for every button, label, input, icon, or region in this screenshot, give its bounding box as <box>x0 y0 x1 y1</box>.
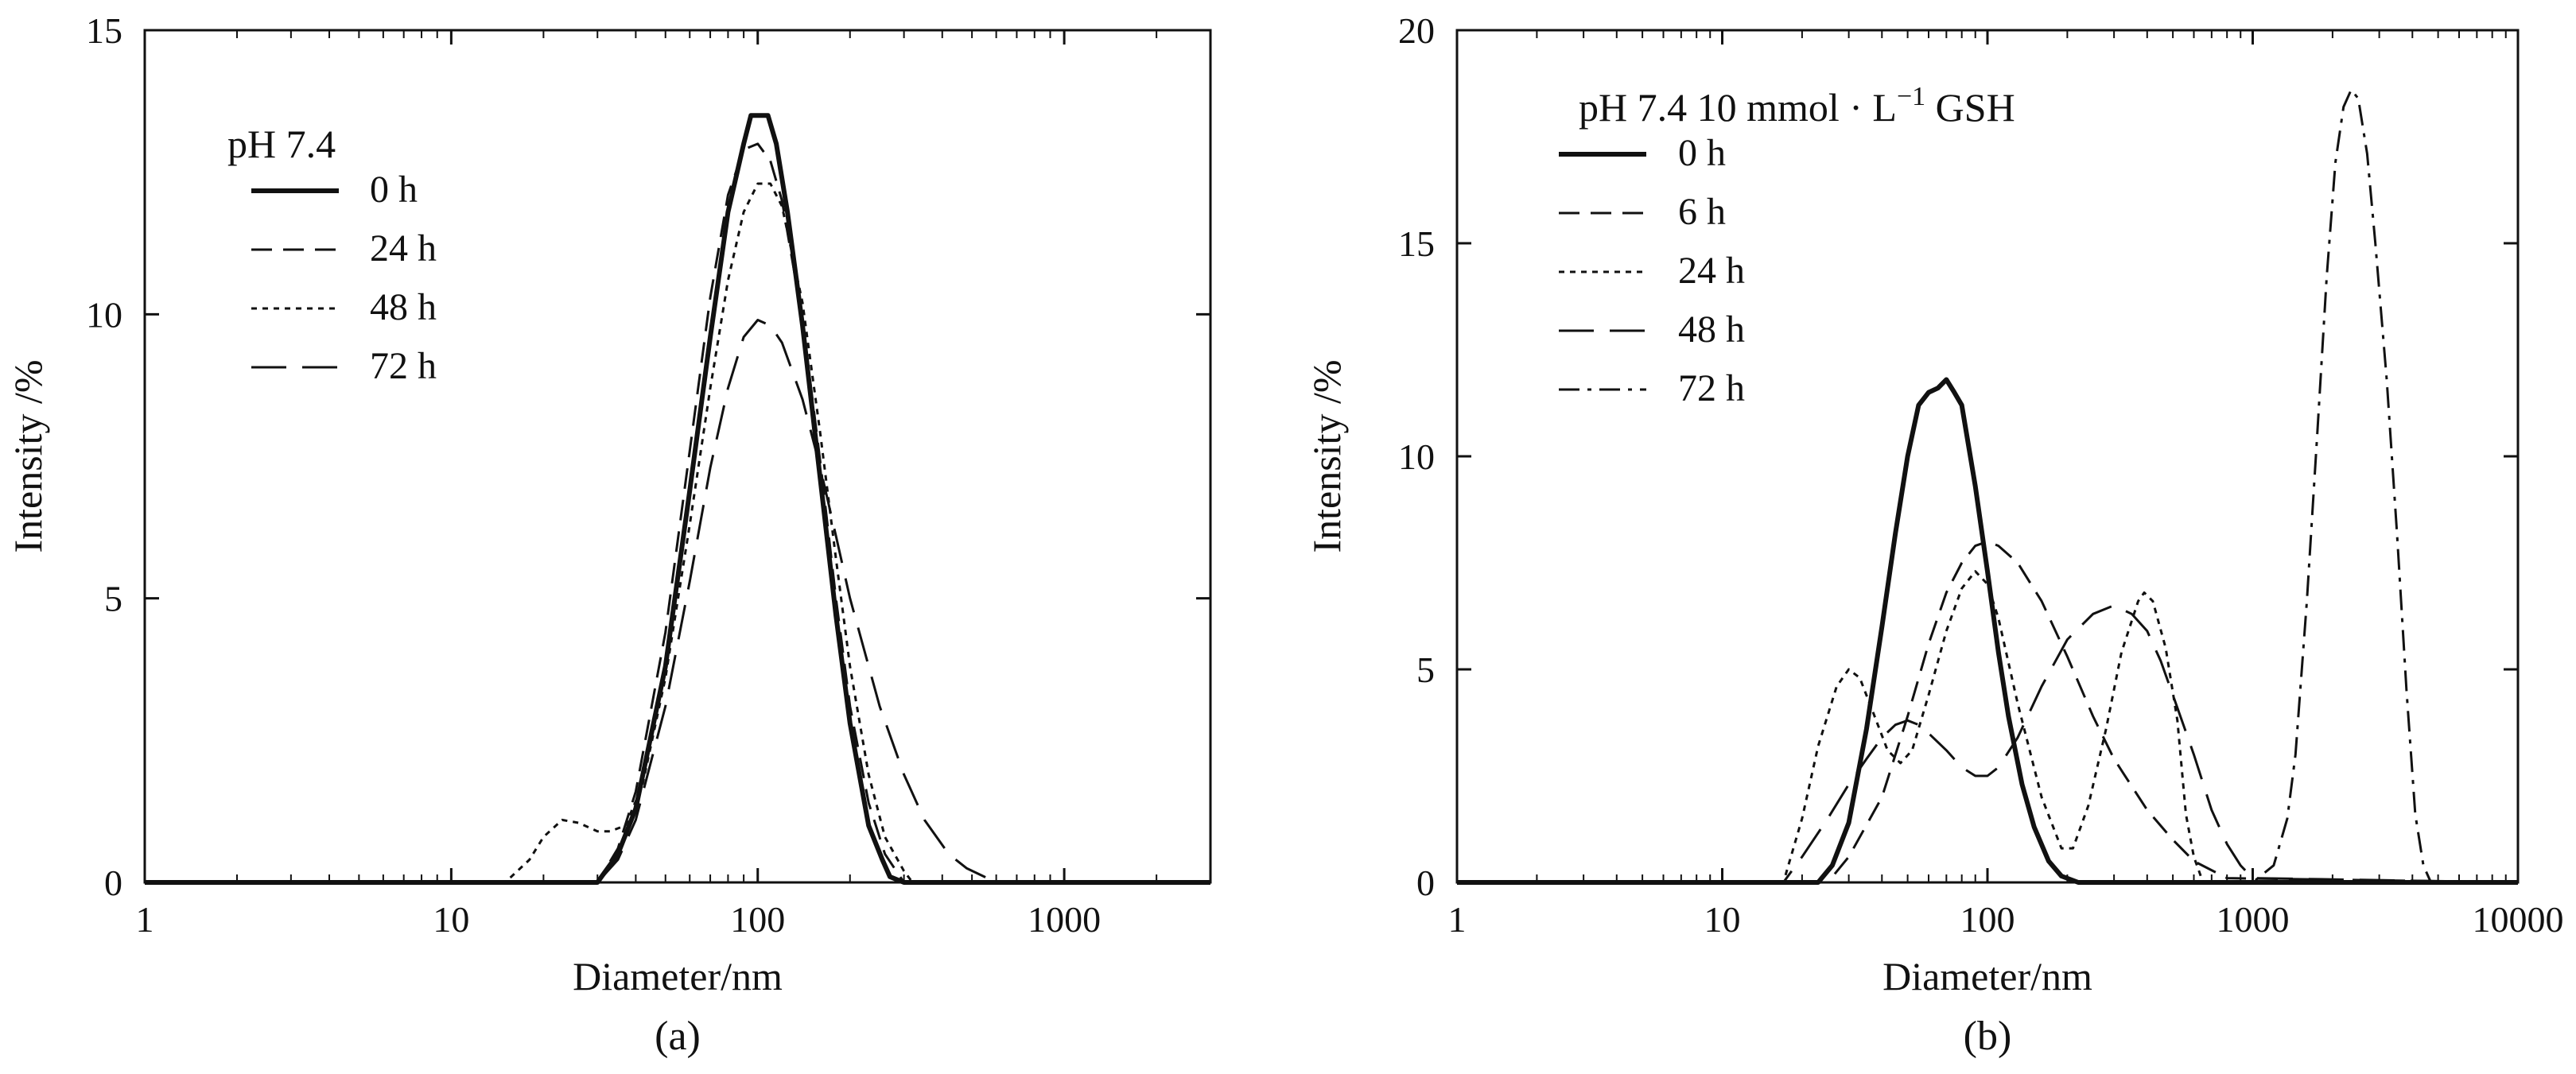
series-line-48h <box>1457 604 2519 884</box>
chart-panel-a: 1 10 100 1000 0 5 10 15 Diameter/nm Intensity /… <box>6 10 1212 1059</box>
plot-frame-a <box>143 29 1212 884</box>
x-tick-label: 100 <box>730 899 785 940</box>
y-axis-title-b: Intensity /% <box>1304 359 1349 553</box>
y-tick-label: 15 <box>1398 223 1435 264</box>
x-tick-label: 10 <box>1704 899 1741 940</box>
y-tick-label: 20 <box>1398 10 1435 51</box>
legend-title-b-main: pH 7.4 10 mmol · L <box>1579 85 1897 130</box>
series-line-0h <box>1457 377 2518 885</box>
legend-label: 0 h <box>1678 132 1726 174</box>
legend-title-b-sup: −1 <box>1897 82 1925 111</box>
legend-b: pH 7.4 10 mmol · L−1 GSH 0 h 6 h 24 h 48 h 7… <box>1559 82 2015 409</box>
y-axis-title-a: Intensity /% <box>6 359 50 553</box>
legend-label: 24 h <box>370 227 437 269</box>
chart-panel-b: 1 10 100 1000 10000 0 5 10 15 20 Diameter/nm Inte… <box>1304 10 2564 1059</box>
series-line-24h <box>1457 570 2518 884</box>
legend-label: 48 h <box>370 286 437 328</box>
panel-caption-a: (a) <box>655 1014 701 1059</box>
series-line-6h <box>1457 540 2519 884</box>
y-tick-label: 10 <box>1398 436 1435 477</box>
tick-group-b: 1 10 100 1000 10000 0 5 10 15 20 <box>1398 10 2564 940</box>
plot-frame-b <box>1455 29 2520 884</box>
legend-label: 72 h <box>370 345 437 387</box>
x-tick-label: 100 <box>1960 899 2015 940</box>
x-axis-title-b: Diameter/nm <box>1882 954 2092 998</box>
x-axis-title-a: Diameter/nm <box>573 954 783 998</box>
legend-label: 72 h <box>1678 367 1745 409</box>
x-tick-label: 1 <box>136 899 154 940</box>
legend-label: 0 h <box>370 169 418 211</box>
panel-caption-b: (b) <box>1964 1014 2012 1059</box>
x-tick-label: 10 <box>433 899 469 940</box>
legend-title-a: pH 7.4 <box>227 122 336 166</box>
legend-label: 48 h <box>1678 308 1745 351</box>
legend-a: pH 7.4 0 h 24 h 48 h 72 h <box>227 122 437 387</box>
y-tick-label: 15 <box>86 10 122 51</box>
series-line-0h <box>145 113 1210 885</box>
legend-title-b-tail: GSH <box>1925 85 2015 130</box>
y-tick-label: 0 <box>104 863 122 903</box>
series-line-72h <box>145 319 1210 884</box>
x-tick-label: 1 <box>1448 899 1467 940</box>
series-line-72h <box>1457 88 2518 884</box>
x-tick-label: 1000 <box>2217 899 2290 940</box>
y-tick-label: 0 <box>1416 863 1435 903</box>
tick-group-a: 1 10 100 1000 0 5 10 15 <box>86 10 1211 940</box>
y-tick-label: 10 <box>86 294 122 335</box>
legend-label: 6 h <box>1678 191 1726 233</box>
x-tick-label: 1000 <box>1028 899 1101 940</box>
x-tick-label: 10000 <box>2473 899 2564 940</box>
plot-area-b <box>1457 88 2519 885</box>
y-tick-label: 5 <box>104 579 122 619</box>
legend-label: 24 h <box>1678 250 1745 292</box>
legend-title-b: pH 7.4 10 mmol · L−1 GSH <box>1579 82 2015 130</box>
y-tick-label: 5 <box>1416 649 1435 690</box>
plot-area-a <box>145 113 1210 885</box>
series-line-24h <box>145 142 1210 884</box>
